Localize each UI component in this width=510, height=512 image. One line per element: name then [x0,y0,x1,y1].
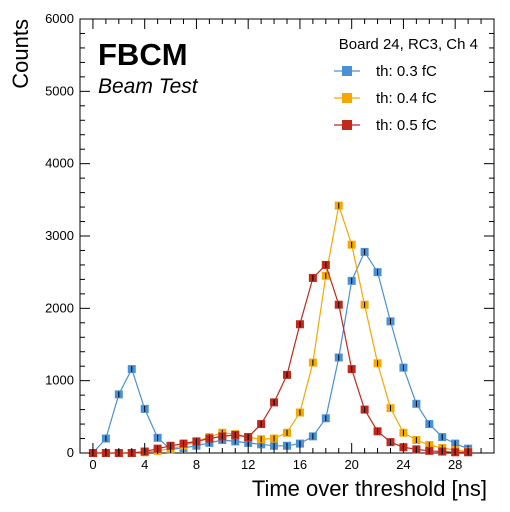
series-2 [88,201,473,457]
x-tick-label: 20 [344,457,358,472]
y-tick-label: 2000 [45,300,74,315]
y-tick-label: 0 [67,445,74,460]
series-1 [88,247,473,457]
y-tick-label: 6000 [45,11,74,26]
legend-label: th: 0.5 fC [376,117,437,134]
x-tick-label: 4 [141,457,148,472]
x-axis-label: Time over threshold [ns] [252,476,487,501]
experiment-title: FBCM [98,37,188,72]
series-line [92,205,469,454]
series-layer [88,201,473,457]
y-tick-label: 5000 [45,83,74,98]
y-tick-label: 4000 [45,156,74,171]
x-tick-label: 28 [448,457,462,472]
series-line [92,250,469,454]
y-tick-label: 1000 [45,373,74,388]
legend-marker [342,93,352,103]
experiment-subtitle: Beam Test [98,75,199,98]
tick-layer: 0 4 8 12 16 20 24 28 0 1000 2000 3000 4000 5000 6000 [45,11,495,472]
x-tick-label: 24 [396,457,410,472]
legend-entry: th: 0.4 fC [334,90,437,107]
legend-marker [342,66,352,76]
legend-title: Board 24, RC3, Ch 4 [339,36,478,53]
legend-entry: th: 0.5 fC [334,117,437,134]
series-3 [88,260,473,457]
legend-label: th: 0.3 fC [376,63,437,80]
x-tick-label: 0 [89,457,96,472]
y-axis-label: Counts [8,19,33,89]
x-tick-label: 16 [293,457,307,472]
series-line [92,263,469,454]
x-tick-label: 8 [193,457,200,472]
legend-marker [342,120,352,130]
y-tick-label: 3000 [45,228,74,243]
legend-label: th: 0.4 fC [376,90,437,107]
x-tick-label: 12 [241,457,255,472]
legend-entry: th: 0.3 fC [334,63,437,80]
legend: th: 0.3 fC th: 0.4 fC th: 0.5 fC [334,63,437,134]
